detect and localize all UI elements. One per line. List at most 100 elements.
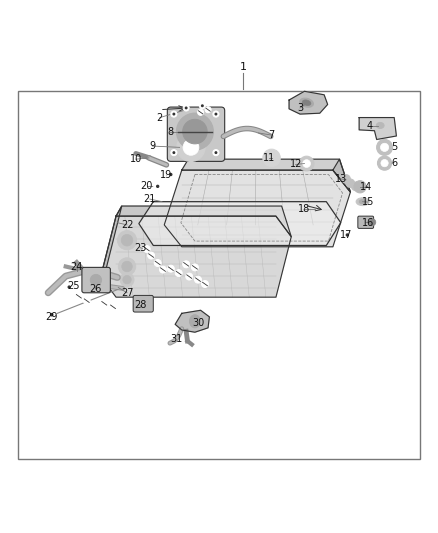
Circle shape xyxy=(167,171,175,179)
Circle shape xyxy=(342,174,350,183)
Circle shape xyxy=(205,107,211,113)
Text: 16: 16 xyxy=(362,217,374,228)
Circle shape xyxy=(213,150,219,156)
Circle shape xyxy=(173,114,175,115)
Polygon shape xyxy=(101,216,291,297)
FancyBboxPatch shape xyxy=(167,107,225,161)
Text: 30: 30 xyxy=(192,318,204,328)
Polygon shape xyxy=(139,201,341,246)
Circle shape xyxy=(299,156,314,171)
Circle shape xyxy=(191,264,198,271)
Text: 13: 13 xyxy=(335,174,347,184)
Circle shape xyxy=(159,266,166,273)
Text: 25: 25 xyxy=(67,281,80,291)
Text: 20: 20 xyxy=(141,181,153,191)
Text: 28: 28 xyxy=(134,300,146,310)
Circle shape xyxy=(173,152,175,154)
Polygon shape xyxy=(101,206,122,277)
Circle shape xyxy=(201,105,203,107)
Circle shape xyxy=(378,156,392,170)
Text: 24: 24 xyxy=(71,262,83,271)
Circle shape xyxy=(154,182,162,190)
Text: 19: 19 xyxy=(160,169,173,180)
Circle shape xyxy=(170,174,172,175)
Text: 11: 11 xyxy=(263,153,276,163)
Text: 8: 8 xyxy=(167,127,173,136)
Circle shape xyxy=(83,297,90,304)
Circle shape xyxy=(167,265,174,272)
Circle shape xyxy=(185,107,187,109)
Circle shape xyxy=(377,140,392,155)
Text: 2: 2 xyxy=(157,112,163,123)
Polygon shape xyxy=(175,310,209,332)
Circle shape xyxy=(183,140,199,155)
Circle shape xyxy=(118,258,136,275)
Circle shape xyxy=(186,273,193,280)
Circle shape xyxy=(194,276,201,283)
Text: 21: 21 xyxy=(144,194,156,204)
Text: 18: 18 xyxy=(298,204,311,214)
Circle shape xyxy=(183,105,189,111)
Text: 3: 3 xyxy=(297,103,303,113)
Text: 9: 9 xyxy=(149,141,155,151)
Circle shape xyxy=(121,235,133,246)
Bar xyxy=(18,91,420,459)
Circle shape xyxy=(65,283,73,291)
Circle shape xyxy=(263,149,280,167)
Circle shape xyxy=(183,119,207,144)
Circle shape xyxy=(346,234,348,236)
Text: 14: 14 xyxy=(360,182,372,192)
Text: 27: 27 xyxy=(121,288,133,298)
Text: 7: 7 xyxy=(268,130,275,140)
Circle shape xyxy=(50,313,53,316)
Text: 17: 17 xyxy=(340,230,352,240)
Circle shape xyxy=(381,159,388,167)
Circle shape xyxy=(343,231,351,239)
Circle shape xyxy=(122,261,132,272)
Polygon shape xyxy=(289,91,328,114)
Polygon shape xyxy=(359,118,396,140)
Polygon shape xyxy=(164,170,350,247)
Circle shape xyxy=(157,185,159,187)
Circle shape xyxy=(199,103,205,109)
Circle shape xyxy=(171,111,177,117)
Circle shape xyxy=(215,114,217,115)
Circle shape xyxy=(110,303,117,310)
Ellipse shape xyxy=(302,100,311,106)
Circle shape xyxy=(90,274,102,286)
FancyBboxPatch shape xyxy=(82,268,110,293)
Circle shape xyxy=(354,181,366,193)
Circle shape xyxy=(47,310,56,319)
Text: 29: 29 xyxy=(46,312,58,322)
Text: 5: 5 xyxy=(391,142,397,152)
Circle shape xyxy=(177,113,213,150)
Text: 6: 6 xyxy=(391,158,397,168)
Circle shape xyxy=(143,246,150,253)
Circle shape xyxy=(154,260,161,266)
Circle shape xyxy=(183,261,190,268)
Circle shape xyxy=(148,252,155,259)
Circle shape xyxy=(369,219,376,226)
Ellipse shape xyxy=(189,314,200,328)
Circle shape xyxy=(351,182,360,191)
Circle shape xyxy=(171,150,177,156)
Circle shape xyxy=(101,300,108,307)
Ellipse shape xyxy=(300,98,314,107)
Circle shape xyxy=(175,270,182,277)
Circle shape xyxy=(346,179,355,188)
Circle shape xyxy=(213,111,219,117)
FancyBboxPatch shape xyxy=(133,295,153,312)
Circle shape xyxy=(120,273,134,287)
Circle shape xyxy=(381,143,389,151)
Text: 26: 26 xyxy=(89,284,102,294)
Ellipse shape xyxy=(356,198,369,206)
Text: 4: 4 xyxy=(367,122,373,131)
Text: 31: 31 xyxy=(170,334,182,344)
Circle shape xyxy=(201,280,208,287)
Circle shape xyxy=(123,276,131,284)
Polygon shape xyxy=(333,159,350,192)
Circle shape xyxy=(177,133,205,161)
Text: 1: 1 xyxy=(240,62,247,72)
Circle shape xyxy=(198,109,204,115)
Text: 12: 12 xyxy=(290,159,302,169)
